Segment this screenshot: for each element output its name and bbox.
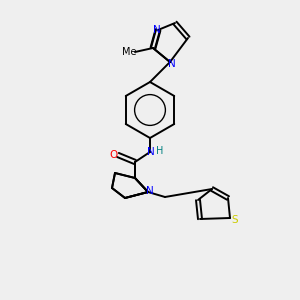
Text: S: S — [232, 215, 238, 225]
Text: N: N — [168, 59, 176, 69]
Text: N: N — [146, 186, 154, 196]
Text: N: N — [147, 147, 155, 157]
Text: N: N — [153, 25, 161, 35]
Text: O: O — [109, 150, 117, 160]
Text: H: H — [156, 146, 164, 156]
Text: Me: Me — [122, 47, 136, 57]
